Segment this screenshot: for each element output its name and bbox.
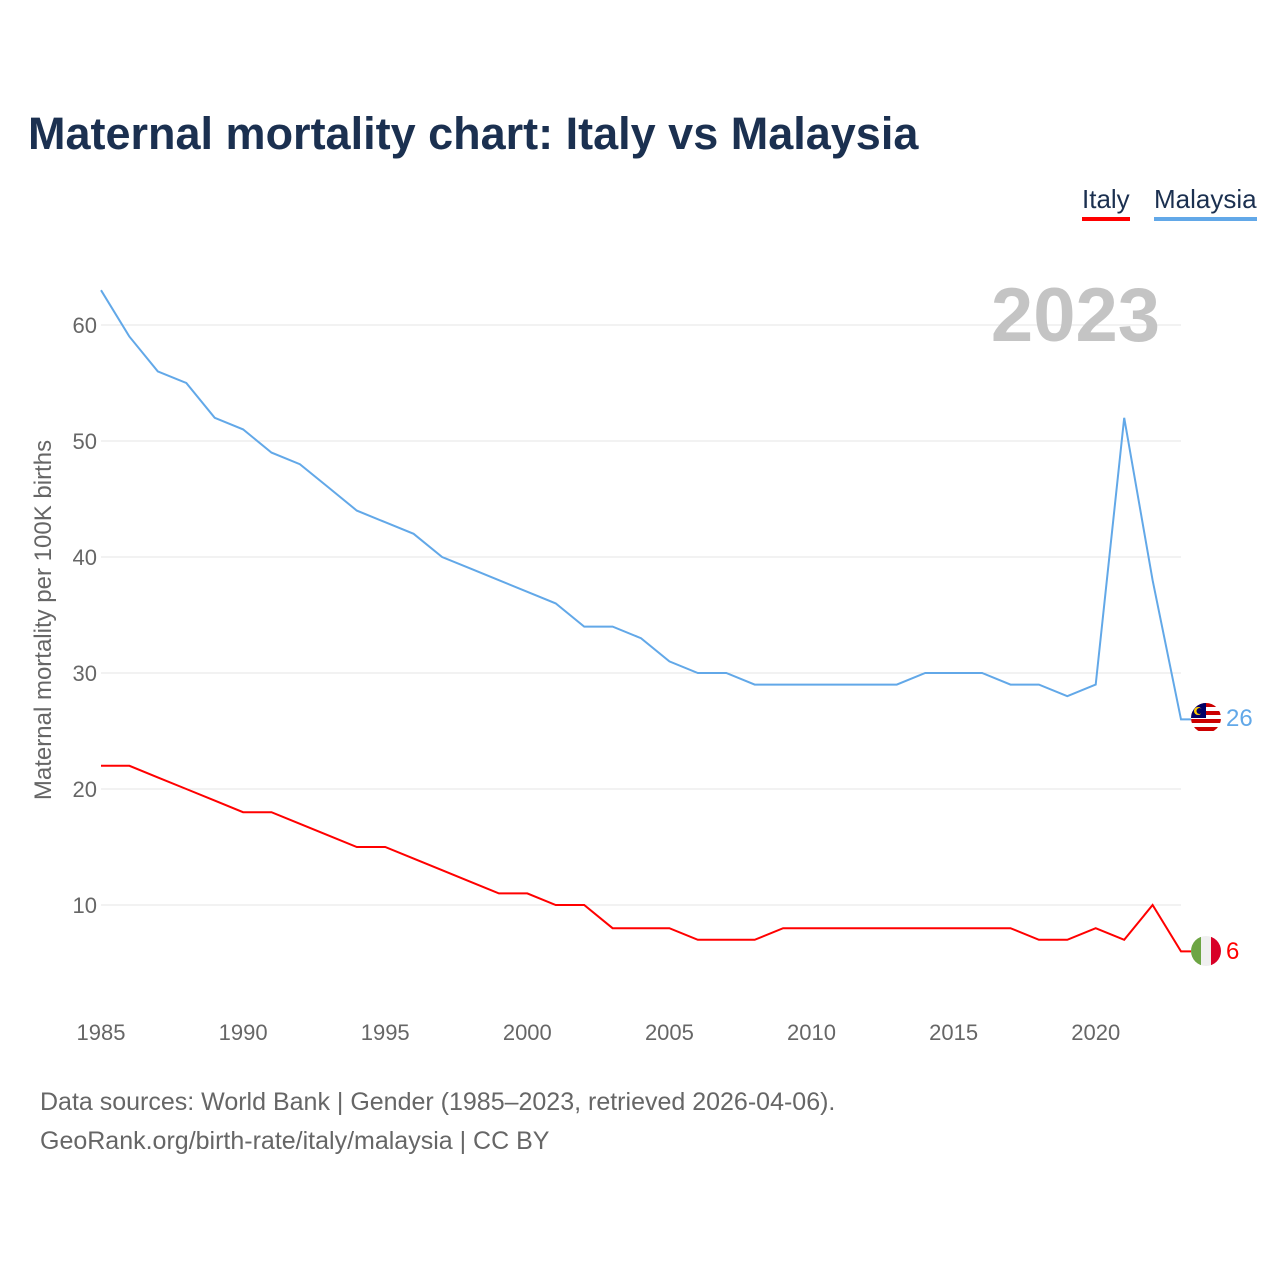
legend-item-italy[interactable]: Italy — [1082, 184, 1130, 221]
x-tick-label: 2020 — [1071, 1020, 1120, 1045]
source-line-1: Data sources: World Bank | Gender (1985–… — [40, 1088, 836, 1116]
source-line-2: GeoRank.org/birth-rate/italy/malaysia | … — [40, 1127, 550, 1155]
series-line-malaysia — [100, 289, 1191, 721]
y-axis-label: Maternal mortality per 100K births — [30, 440, 57, 800]
x-tick-label: 1985 — [77, 1020, 126, 1045]
malaysia-end-label: 26 — [1226, 705, 1253, 732]
y-tick-label: 10 — [73, 893, 97, 918]
series-line-italy — [101, 764, 1191, 953]
y-tick-label: 20 — [73, 777, 97, 802]
legend-item-malaysia[interactable]: Malaysia — [1154, 184, 1257, 221]
y-tick-label: 40 — [73, 545, 97, 570]
y-tick-label: 50 — [73, 429, 97, 454]
malaysia-flag-icon — [1191, 703, 1221, 733]
italy-end-label: 6 — [1226, 938, 1239, 965]
x-tick-label: 2000 — [503, 1020, 552, 1045]
x-tick-label: 2010 — [787, 1020, 836, 1045]
x-tick-label: 2005 — [645, 1020, 694, 1045]
year-watermark: 2023 — [991, 273, 1160, 358]
y-tick-label: 60 — [73, 313, 97, 338]
y-tick-label: 30 — [73, 661, 97, 686]
italy-flag-icon — [1191, 936, 1221, 966]
x-tick-label: 1990 — [219, 1020, 268, 1045]
x-tick-label: 2015 — [929, 1020, 978, 1045]
x-tick-label: 1995 — [361, 1020, 410, 1045]
chart-title: Maternal mortality chart: Italy vs Malay… — [28, 108, 919, 159]
